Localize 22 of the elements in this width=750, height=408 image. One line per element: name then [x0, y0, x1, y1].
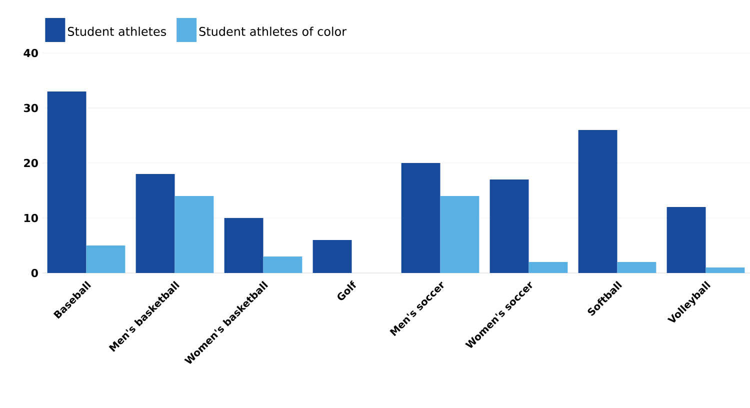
bar: [401, 163, 440, 273]
bar: [86, 246, 126, 273]
bar: [47, 92, 86, 273]
bar: [666, 207, 706, 273]
bar: [440, 196, 480, 273]
bar: [490, 180, 529, 273]
bar: [174, 196, 214, 273]
bar: [263, 256, 302, 273]
bar: [617, 262, 656, 273]
bar: [528, 262, 568, 273]
y-tick-label: 10: [24, 214, 38, 222]
legend-label: Student athletes of color: [199, 26, 347, 36]
bar: [706, 268, 745, 273]
y-tick-label: 20: [24, 158, 38, 168]
bar: [224, 218, 264, 273]
y-tick-label: 40: [24, 48, 38, 58]
y-tick-label: 30: [24, 104, 38, 112]
y-tick-label: 0: [31, 268, 38, 278]
legend-label: Student athletes: [68, 26, 166, 36]
bar: [136, 174, 175, 273]
bar: [312, 240, 352, 273]
bar: [578, 130, 618, 273]
